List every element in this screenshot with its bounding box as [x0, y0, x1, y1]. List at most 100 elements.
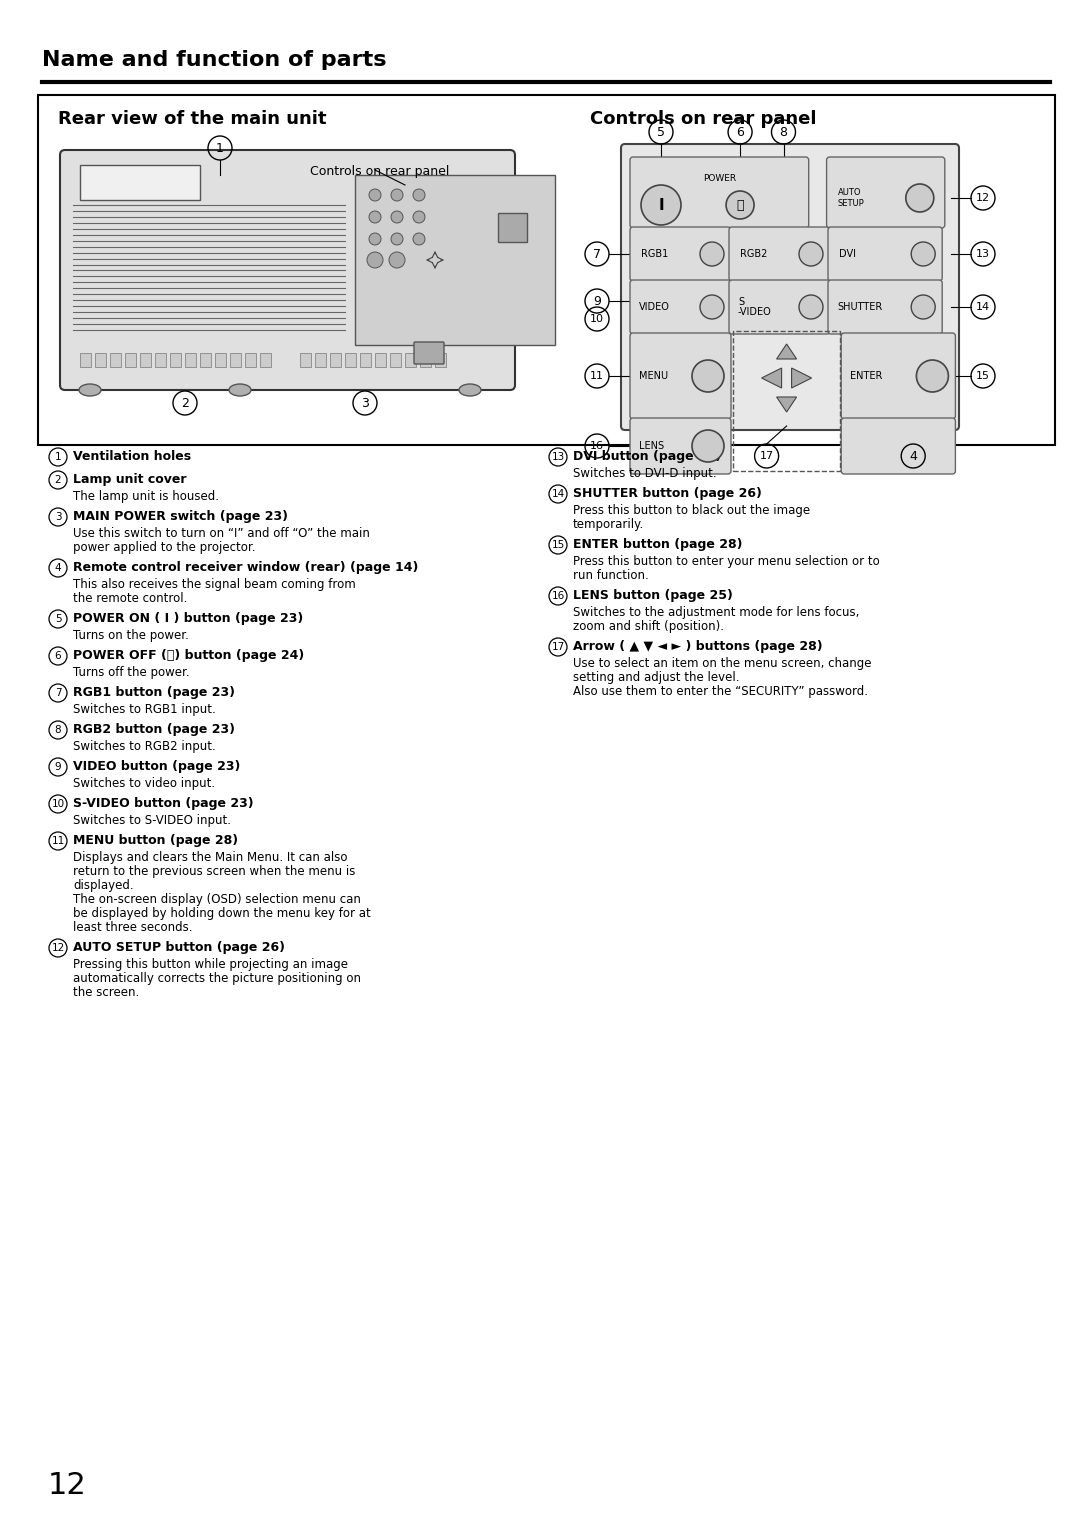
FancyBboxPatch shape: [390, 353, 401, 366]
Text: Use this switch to turn on “I” and off “O” the main: Use this switch to turn on “I” and off “…: [73, 526, 369, 540]
Text: displayed.: displayed.: [73, 879, 134, 893]
Text: Switches to DVI-D input.: Switches to DVI-D input.: [573, 467, 717, 481]
Text: AUTO
SETUP: AUTO SETUP: [838, 188, 864, 208]
FancyBboxPatch shape: [826, 157, 945, 227]
Text: setting and adjust the level.: setting and adjust the level.: [573, 671, 740, 684]
FancyBboxPatch shape: [345, 353, 356, 366]
Text: Switches to video input.: Switches to video input.: [73, 777, 215, 790]
FancyBboxPatch shape: [729, 227, 831, 281]
FancyBboxPatch shape: [315, 353, 326, 366]
Text: run function.: run function.: [573, 569, 649, 581]
Circle shape: [726, 191, 754, 220]
Text: 10: 10: [590, 314, 604, 324]
Text: 16: 16: [590, 441, 604, 452]
Text: 1: 1: [216, 142, 224, 154]
Text: Press this button to enter your menu selection or to: Press this button to enter your menu sel…: [573, 555, 880, 568]
FancyBboxPatch shape: [300, 353, 311, 366]
Text: RGB2 button (page 23): RGB2 button (page 23): [73, 723, 235, 736]
Text: Controls on rear panel: Controls on rear panel: [590, 110, 816, 128]
FancyBboxPatch shape: [200, 353, 211, 366]
Text: 13: 13: [552, 452, 565, 462]
FancyBboxPatch shape: [245, 353, 256, 366]
FancyBboxPatch shape: [841, 333, 956, 420]
Text: 15: 15: [552, 540, 565, 549]
Circle shape: [917, 360, 948, 392]
Text: Use to select an item on the menu screen, change: Use to select an item on the menu screen…: [573, 658, 872, 670]
Text: the remote control.: the remote control.: [73, 592, 187, 604]
Circle shape: [369, 189, 381, 201]
Text: DVI button (page 23): DVI button (page 23): [573, 450, 721, 462]
Text: MENU: MENU: [639, 371, 669, 382]
Text: 7: 7: [593, 247, 600, 261]
Polygon shape: [777, 397, 797, 412]
FancyBboxPatch shape: [140, 353, 151, 366]
Text: This also receives the signal beam coming from: This also receives the signal beam comin…: [73, 578, 355, 591]
Text: Also use them to enter the “SECURITY” password.: Also use them to enter the “SECURITY” pa…: [573, 685, 868, 697]
Text: 12: 12: [52, 943, 65, 954]
Text: 13: 13: [976, 249, 990, 259]
Text: 1: 1: [55, 452, 62, 462]
Text: 9: 9: [593, 295, 600, 308]
Text: SHUTTER: SHUTTER: [837, 302, 882, 311]
FancyBboxPatch shape: [630, 157, 809, 227]
Text: Turns on the power.: Turns on the power.: [73, 629, 189, 642]
Text: 10: 10: [52, 800, 65, 809]
Ellipse shape: [459, 385, 481, 397]
FancyBboxPatch shape: [630, 279, 731, 334]
Text: RGB2: RGB2: [740, 249, 768, 259]
Text: 17: 17: [552, 642, 565, 652]
Circle shape: [799, 243, 823, 266]
Circle shape: [391, 233, 403, 246]
Text: DVI: DVI: [839, 249, 856, 259]
Text: Switches to RGB2 input.: Switches to RGB2 input.: [73, 740, 216, 752]
Circle shape: [391, 189, 403, 201]
Text: 3: 3: [55, 513, 62, 522]
Text: 11: 11: [590, 371, 604, 382]
FancyBboxPatch shape: [630, 333, 731, 420]
Circle shape: [413, 189, 426, 201]
Circle shape: [912, 243, 935, 266]
FancyBboxPatch shape: [405, 353, 416, 366]
FancyBboxPatch shape: [156, 353, 166, 366]
Text: Turns off the power.: Turns off the power.: [73, 665, 190, 679]
Circle shape: [367, 252, 383, 269]
Text: Displays and clears the Main Menu. It can also: Displays and clears the Main Menu. It ca…: [73, 852, 348, 864]
Text: Rear view of the main unit: Rear view of the main unit: [58, 110, 326, 128]
Text: LENS button (page 25): LENS button (page 25): [573, 589, 733, 601]
FancyBboxPatch shape: [435, 353, 446, 366]
Text: be displayed by holding down the menu key for at: be displayed by holding down the menu ke…: [73, 906, 370, 920]
Circle shape: [369, 211, 381, 223]
Text: 8: 8: [780, 125, 787, 139]
Text: ENTER: ENTER: [850, 371, 882, 382]
Text: S-VIDEO button (page 23): S-VIDEO button (page 23): [73, 797, 254, 810]
FancyBboxPatch shape: [215, 353, 226, 366]
Text: 17: 17: [759, 452, 773, 461]
Ellipse shape: [79, 385, 102, 397]
FancyBboxPatch shape: [60, 150, 515, 391]
Circle shape: [700, 295, 724, 319]
Text: LENS: LENS: [639, 441, 664, 452]
Text: SHUTTER button (page 26): SHUTTER button (page 26): [573, 487, 761, 501]
Text: ⏻: ⏻: [737, 198, 744, 212]
Text: Remote control receiver window (rear) (page 14): Remote control receiver window (rear) (p…: [73, 562, 418, 574]
Text: the screen.: the screen.: [73, 986, 139, 1000]
Text: 2: 2: [181, 397, 189, 409]
Text: RGB1 button (page 23): RGB1 button (page 23): [73, 687, 235, 699]
Circle shape: [906, 185, 934, 212]
Text: POWER OFF (⏻) button (page 24): POWER OFF (⏻) button (page 24): [73, 649, 305, 662]
Text: 3: 3: [361, 397, 369, 409]
Text: temporarily.: temporarily.: [573, 517, 645, 531]
FancyBboxPatch shape: [828, 279, 942, 334]
Text: 2: 2: [55, 475, 62, 485]
Text: Press this button to black out the image: Press this button to black out the image: [573, 504, 810, 517]
Text: automatically corrects the picture positioning on: automatically corrects the picture posit…: [73, 972, 361, 984]
Text: S
-VIDEO: S -VIDEO: [738, 298, 772, 316]
Text: Ventilation holes: Ventilation holes: [73, 450, 191, 462]
Text: Controls on rear panel: Controls on rear panel: [310, 165, 449, 179]
Text: 5: 5: [657, 125, 665, 139]
Circle shape: [369, 233, 381, 246]
Text: VIDEO: VIDEO: [639, 302, 670, 311]
Text: least three seconds.: least three seconds.: [73, 922, 192, 934]
FancyBboxPatch shape: [621, 143, 959, 430]
Text: POWER: POWER: [703, 174, 735, 183]
